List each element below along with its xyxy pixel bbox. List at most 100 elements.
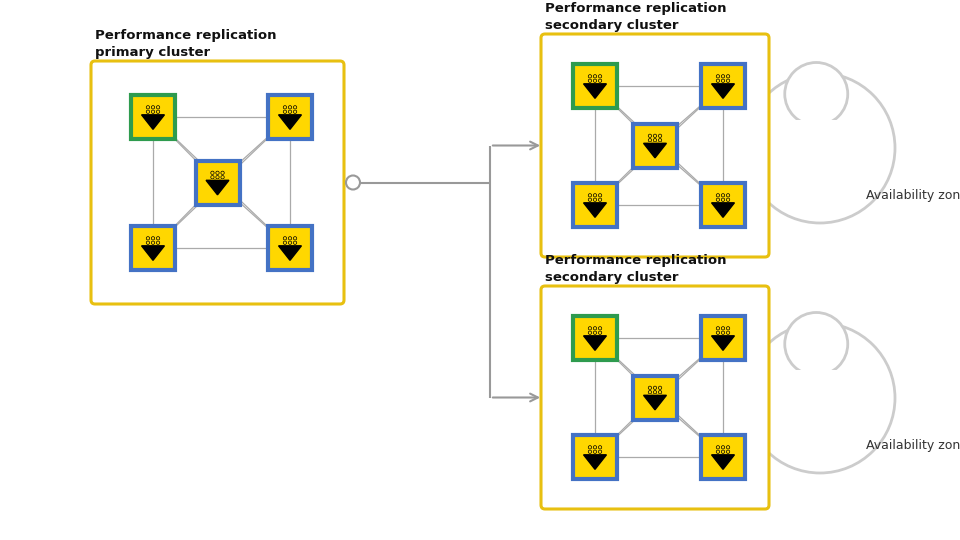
Bar [701, 183, 745, 227]
Circle shape [727, 194, 730, 197]
Circle shape [654, 134, 657, 138]
Circle shape [659, 386, 661, 389]
Circle shape [598, 446, 602, 449]
Circle shape [283, 110, 287, 113]
Polygon shape [584, 455, 607, 469]
Polygon shape [584, 203, 607, 217]
Circle shape [784, 63, 848, 125]
Circle shape [727, 446, 730, 449]
Circle shape [221, 171, 225, 174]
Circle shape [721, 327, 725, 330]
Circle shape [727, 327, 730, 330]
Circle shape [654, 386, 657, 389]
Polygon shape [711, 203, 734, 217]
Circle shape [216, 176, 219, 179]
Circle shape [648, 386, 652, 389]
Circle shape [593, 75, 597, 78]
Text: Performance replication
secondary cluster: Performance replication secondary cluste… [545, 254, 727, 284]
Circle shape [648, 139, 652, 142]
Polygon shape [141, 246, 164, 260]
Circle shape [727, 198, 730, 201]
Circle shape [716, 446, 720, 449]
Bar [633, 375, 677, 420]
Polygon shape [643, 395, 666, 410]
Circle shape [288, 237, 292, 240]
Circle shape [588, 327, 591, 330]
Circle shape [593, 446, 597, 449]
Circle shape [721, 450, 725, 454]
Bar [573, 316, 617, 360]
Circle shape [156, 237, 159, 240]
Bar [791, 120, 842, 139]
Circle shape [593, 194, 597, 197]
FancyBboxPatch shape [541, 286, 769, 509]
Circle shape [216, 171, 219, 174]
Circle shape [146, 237, 150, 240]
Circle shape [721, 331, 725, 334]
Circle shape [745, 73, 895, 223]
Bar [791, 370, 842, 389]
Circle shape [716, 450, 720, 454]
Circle shape [152, 110, 155, 113]
Circle shape [152, 237, 155, 240]
FancyBboxPatch shape [541, 34, 769, 257]
Circle shape [593, 450, 597, 454]
Circle shape [146, 241, 150, 245]
Circle shape [716, 327, 720, 330]
Circle shape [588, 446, 591, 449]
Bar [701, 64, 745, 108]
Polygon shape [584, 84, 607, 98]
Text: Availability zone 1: Availability zone 1 [866, 188, 960, 201]
Circle shape [727, 79, 730, 83]
Circle shape [294, 110, 297, 113]
Circle shape [648, 134, 652, 138]
Circle shape [588, 79, 591, 83]
Circle shape [588, 198, 591, 201]
Circle shape [588, 75, 591, 78]
Polygon shape [278, 115, 301, 129]
Bar [701, 316, 745, 360]
Polygon shape [711, 84, 734, 98]
Circle shape [716, 75, 720, 78]
Circle shape [588, 331, 591, 334]
Circle shape [283, 106, 287, 109]
Circle shape [784, 313, 848, 375]
Circle shape [211, 176, 214, 179]
Circle shape [593, 327, 597, 330]
Circle shape [721, 194, 725, 197]
Circle shape [283, 241, 287, 245]
Circle shape [598, 79, 602, 83]
Circle shape [156, 106, 159, 109]
Polygon shape [643, 143, 666, 158]
Circle shape [593, 79, 597, 83]
Bar [633, 124, 677, 167]
Text: Performance replication
secondary cluster: Performance replication secondary cluste… [545, 2, 727, 32]
Circle shape [654, 139, 657, 142]
Circle shape [659, 390, 661, 394]
Circle shape [211, 171, 214, 174]
Bar [268, 95, 312, 139]
Polygon shape [711, 336, 734, 350]
Circle shape [716, 79, 720, 83]
Circle shape [152, 106, 155, 109]
Circle shape [648, 390, 652, 394]
Circle shape [598, 194, 602, 197]
Circle shape [146, 106, 150, 109]
Circle shape [721, 75, 725, 78]
Circle shape [152, 241, 155, 245]
Circle shape [221, 176, 225, 179]
Circle shape [721, 446, 725, 449]
Circle shape [716, 194, 720, 197]
Circle shape [283, 237, 287, 240]
Bar [131, 226, 175, 270]
Text: Availability zone 2: Availability zone 2 [866, 438, 960, 451]
Circle shape [727, 450, 730, 454]
Bar [196, 160, 239, 205]
Circle shape [727, 331, 730, 334]
Circle shape [721, 79, 725, 83]
Circle shape [288, 241, 292, 245]
FancyBboxPatch shape [91, 61, 344, 304]
Text: Performance replication
primary cluster: Performance replication primary cluster [95, 29, 276, 59]
Circle shape [659, 139, 661, 142]
Circle shape [588, 450, 591, 454]
